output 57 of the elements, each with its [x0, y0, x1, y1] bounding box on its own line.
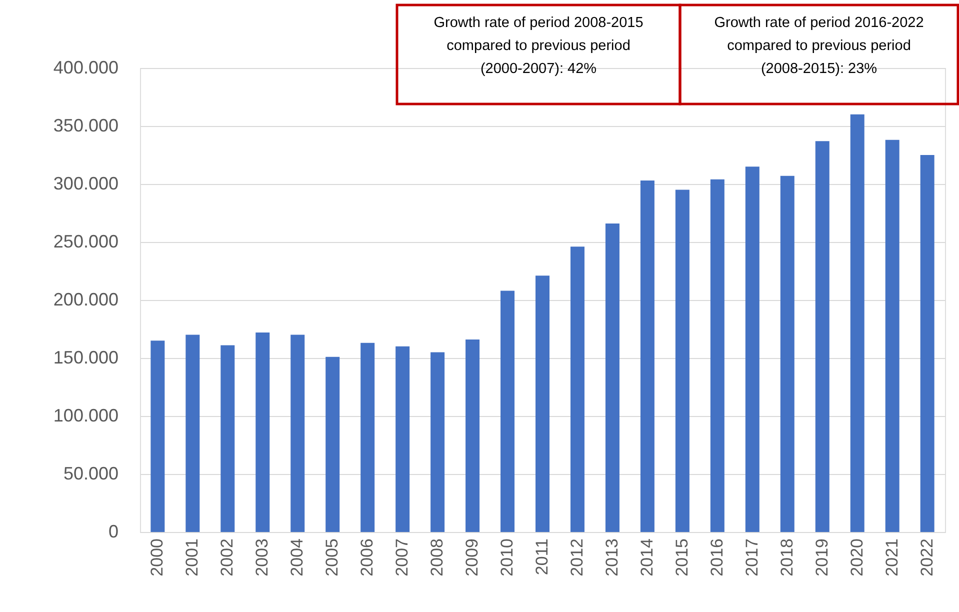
x-tick-label: 2020 — [847, 538, 866, 576]
x-tick-label: 2017 — [742, 538, 762, 576]
x-tick-label: 2015 — [672, 538, 692, 576]
bar — [256, 332, 270, 532]
y-tick-label: 50.000 — [63, 464, 118, 484]
bar — [220, 345, 235, 532]
y-tick-label: 0 — [108, 522, 118, 542]
bar — [745, 166, 760, 532]
x-tick-label: 2003 — [252, 538, 272, 576]
y-tick-label: 200.000 — [53, 290, 118, 310]
bar — [675, 190, 690, 532]
x-tick-label: 2014 — [637, 538, 656, 576]
x-tick-label: 2004 — [288, 538, 307, 576]
bar — [290, 334, 305, 532]
bar — [920, 155, 934, 532]
x-tick-label: 2008 — [428, 538, 447, 576]
bar — [186, 334, 200, 532]
bar — [850, 114, 864, 532]
y-tick-label: 100.000 — [53, 406, 118, 426]
x-tick-label: 2022 — [917, 538, 936, 576]
x-tick-label: 2010 — [498, 538, 517, 576]
x-tick-label: 2012 — [567, 538, 586, 576]
x-tick-label: 2013 — [602, 538, 622, 576]
x-tick-label: 2002 — [218, 538, 237, 576]
bar — [326, 356, 340, 532]
x-tick-label: 2018 — [777, 538, 796, 576]
bar — [466, 339, 480, 532]
y-tick-label: 300.000 — [53, 174, 118, 194]
x-tick-label: 2000 — [148, 538, 167, 576]
x-tick-label: 2019 — [812, 538, 832, 576]
bar — [780, 176, 794, 532]
bar — [536, 276, 550, 532]
bar — [640, 180, 654, 532]
bar — [710, 179, 724, 532]
annotation: Growth rate of period 2016-2022 compared to previous period (2008-2015): 23% — [714, 15, 924, 77]
bar — [430, 352, 445, 532]
annotation: Growth rate of period 2008-2015 compared to previous period (2000-2007): 42% — [434, 15, 644, 77]
bar — [500, 290, 515, 532]
bar — [885, 140, 900, 532]
bar — [815, 141, 830, 532]
bar — [570, 246, 584, 532]
y-tick-label: 250.000 — [53, 232, 118, 252]
y-tick-label: 400.000 — [53, 58, 118, 78]
bar — [396, 346, 410, 532]
x-tick-label: 2009 — [462, 538, 482, 576]
bar — [150, 340, 165, 532]
y-tick-label: 150.000 — [53, 348, 118, 368]
x-tick-label: 2016 — [707, 538, 726, 576]
x-tick-label: 2011 — [532, 538, 552, 576]
x-tick-label: 2006 — [358, 538, 377, 576]
x-tick-label: 2007 — [392, 538, 412, 576]
bar — [360, 342, 375, 532]
x-tick-label: 2021 — [882, 538, 902, 576]
x-tick-label: 2005 — [322, 538, 342, 576]
x-tick-label: 2001 — [182, 538, 202, 576]
y-tick-label: 350.000 — [53, 116, 118, 136]
bar — [605, 223, 620, 532]
